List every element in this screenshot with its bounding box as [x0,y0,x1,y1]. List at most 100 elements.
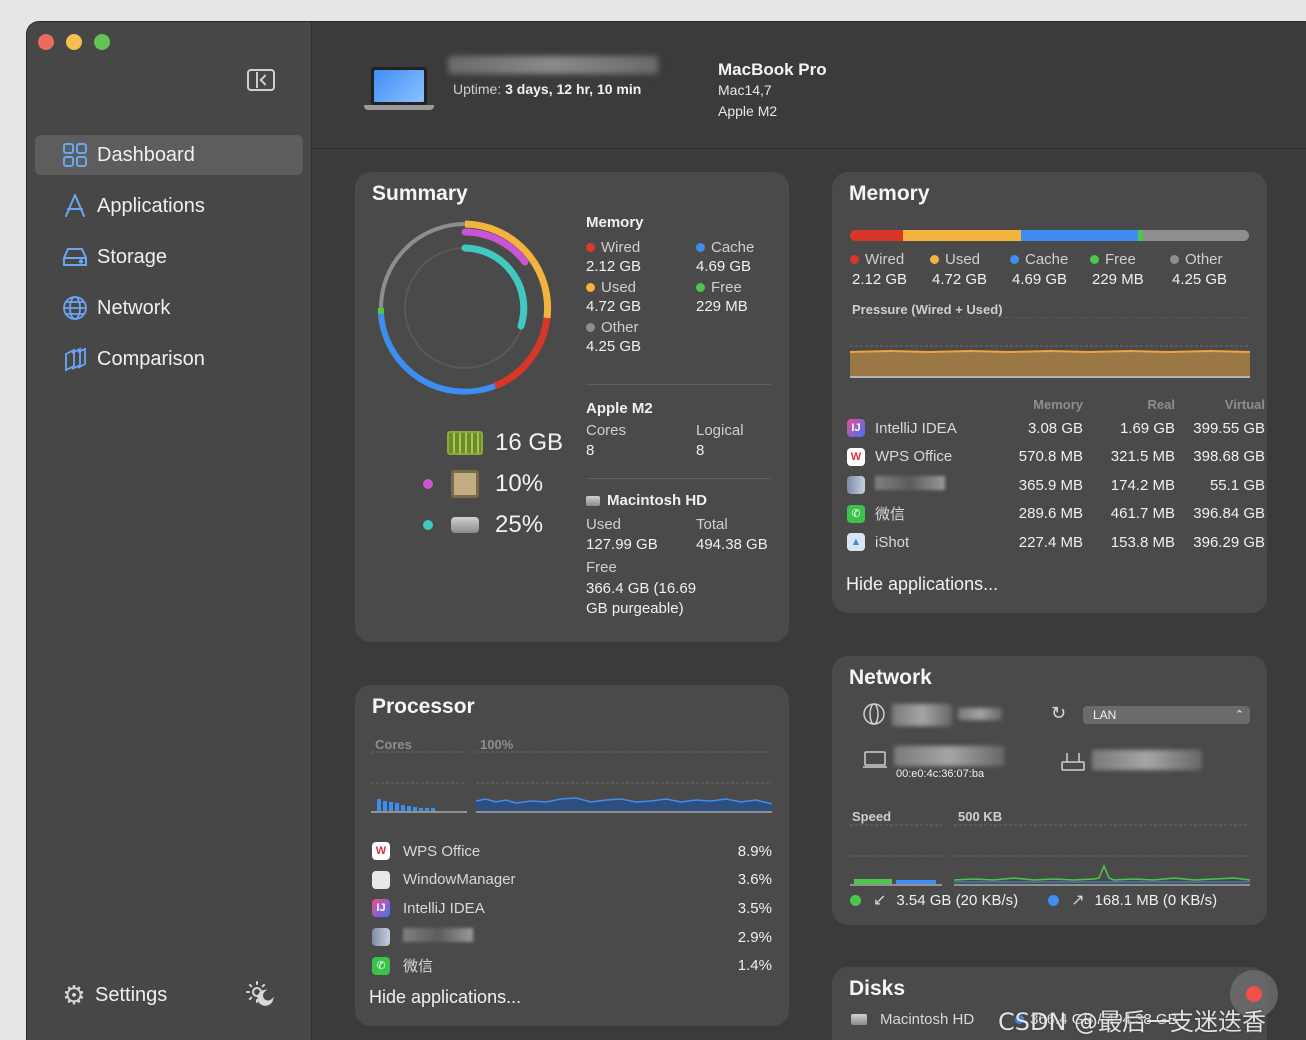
network-card: Network 00:e0:4c:36:07:ba ↻ LAN Speed 50… [832,656,1267,925]
ishot-icon: ▲ [847,533,865,552]
download-legend-dot [850,894,861,906]
memory-legend-cache: Cache 4.69 GB [1010,251,1069,288]
memory-legend-head: Memory [586,214,644,231]
appearance-toggle-icon[interactable] [245,980,275,1015]
disk-total-value: 494.38 GB [696,536,768,553]
settings-label: Settings [95,983,168,1006]
app-virtual: 55.1 GB [1209,476,1265,494]
hide-applications-link[interactable]: Hide applications... [369,987,522,1007]
app-cpu-pct: 2.9% [737,928,772,946]
list-item[interactable]: WindowManager 3.6% [372,866,772,895]
app-virtual: 396.84 GB [1193,505,1265,523]
table-row[interactable]: ▲ iShot 227.4 MB 153.8 MB 396.29 GB [847,528,1265,557]
disk-row[interactable]: Macintosh HD [851,1011,974,1028]
legend-free: Free 229 MB [696,279,748,315]
app-real: 153.8 MB [1110,533,1175,551]
cpu-info: Apple M2 Cores 8 Logical 8 [586,400,776,459]
screen-record-icon[interactable] [1230,970,1278,1018]
main-content: Uptime: 3 days, 12 hr, 10 min MacBook Pr… [313,22,1306,1040]
sidebar-item-dashboard[interactable]: Dashboard [35,135,303,175]
table-row[interactable]: IJ IntelliJ IDEA 3.08 GB 1.69 GB 399.55 … [847,414,1265,443]
app-icon [847,476,865,495]
app-name-redacted [403,928,712,946]
disk-usage-row: 25% [423,504,563,545]
minimize-window-button[interactable] [66,34,82,50]
sidebar-item-applications[interactable]: Applications [35,186,303,226]
ip-address-redacted [892,704,952,726]
memory-usage-bar [850,230,1249,241]
disks-title: Disks [849,977,906,1000]
table-row[interactable]: 365.9 MB 174.2 MB 55.1 GB [847,471,1265,500]
cpu-usage-row: 10% [423,463,563,504]
app-memory: 365.9 MB [1018,476,1083,494]
storage-icon [61,243,89,271]
disk-name: Macintosh HD [880,1011,975,1028]
sidebar-item-label: Comparison [97,347,205,370]
sidebar-item-comparison[interactable]: Comparison [35,339,303,379]
window-manager-icon [372,870,390,889]
sidebar-item-storage[interactable]: Storage [35,237,303,277]
disk-drive-icon [451,516,479,533]
table-row[interactable]: ✆ 微信 289.6 MB 461.7 MB 396.84 GB [847,500,1265,529]
disks-card: Disks Macintosh HD 366.4 GB / 494.38 GB [832,967,1267,1040]
col-real: Real [1147,396,1175,412]
app-real: 321.5 MB [1110,448,1175,466]
laptop-icon [863,751,887,768]
zoom-window-button[interactable] [94,34,110,50]
app-name: 微信 [875,506,906,524]
list-item[interactable]: IJ IntelliJ IDEA 3.5% [372,894,772,923]
legend-used: Used 4.72 GB [586,279,642,315]
cpu-usage: 10% [495,469,544,497]
cores-value: 8 [586,442,595,459]
disk-head: Macintosh HD [607,492,708,509]
wechat-icon: ✆ [372,956,390,975]
col-virtual: Virtual [1224,396,1265,412]
app-name: 微信 [403,958,434,976]
sidebar-item-label: Applications [97,194,205,217]
cpu-chip-icon [451,469,479,498]
summary-title: Summary [372,182,468,205]
memory-pressure-chart [850,317,1250,378]
close-window-button[interactable] [38,34,54,50]
device-header: Uptime: 3 days, 12 hr, 10 min MacBook Pr… [313,22,1306,149]
download-total: 3.54 GB (20 KB/s) [896,891,1019,909]
uptime-value: 3 days, 12 hr, 10 min [505,81,642,97]
cores-label: Cores [586,422,627,439]
table-row[interactable]: W WPS Office 570.8 MB 321.5 MB 398.68 GB [847,443,1265,472]
list-item[interactable]: 2.9% [372,923,772,952]
legend-other: Other 4.25 GB [586,319,642,355]
memory-total: 16 GB [495,428,564,456]
refresh-icon[interactable]: ↻ [1051,703,1067,723]
sidebar-toggle-icon[interactable] [247,69,275,91]
disk-total-label: Total [696,516,728,533]
network-title: Network [849,666,932,689]
memory-bar-segment-cache [1020,230,1138,241]
usage-chart-label: 100% [480,737,514,752]
settings-button[interactable]: ⚙ Settings [61,982,167,1008]
interface-select[interactable]: LAN [1083,706,1250,724]
memory-bar-segment-wired [850,230,904,241]
laptop-icon [364,67,434,111]
disk-usage-value: 366.4 GB / 494.38 GB [1015,1011,1178,1028]
divider [586,478,771,479]
disk-drive-icon [851,1014,867,1025]
summary-card: Summary 16 GB [355,172,789,642]
list-item[interactable]: W WPS Office 8.9% [372,837,772,866]
network-interfaces: 00:e0:4c:36:07:ba [862,702,1257,782]
memory-legend-used: Used 4.72 GB [930,251,988,288]
app-name-redacted [875,476,1005,494]
cpu-usage-chart [476,751,772,813]
sidebar-item-label: Network [97,296,171,319]
list-item[interactable]: ✆ 微信 1.4% [372,951,772,980]
sidebar-item-network[interactable]: Network [35,288,303,328]
disk-capacity: 366.4 GB / 494.38 GB [1030,1011,1178,1028]
hide-applications-link[interactable]: Hide applications... [846,574,999,594]
sidebar-nav: Dashboard Applications Storage Network [35,135,303,390]
watermark: CSDN @最后一支迷迭香 [998,1008,1267,1036]
disk-info: Macintosh HD Used 127.99 GB Total 494.38 G… [586,492,776,619]
memory-apps-table: Memory Real Virtual IJ IntelliJ IDEA 3.0… [847,394,1265,557]
globe-icon [863,703,885,725]
app-icon [372,928,390,947]
network-icon [61,294,89,322]
col-memory: Memory [1033,396,1083,412]
